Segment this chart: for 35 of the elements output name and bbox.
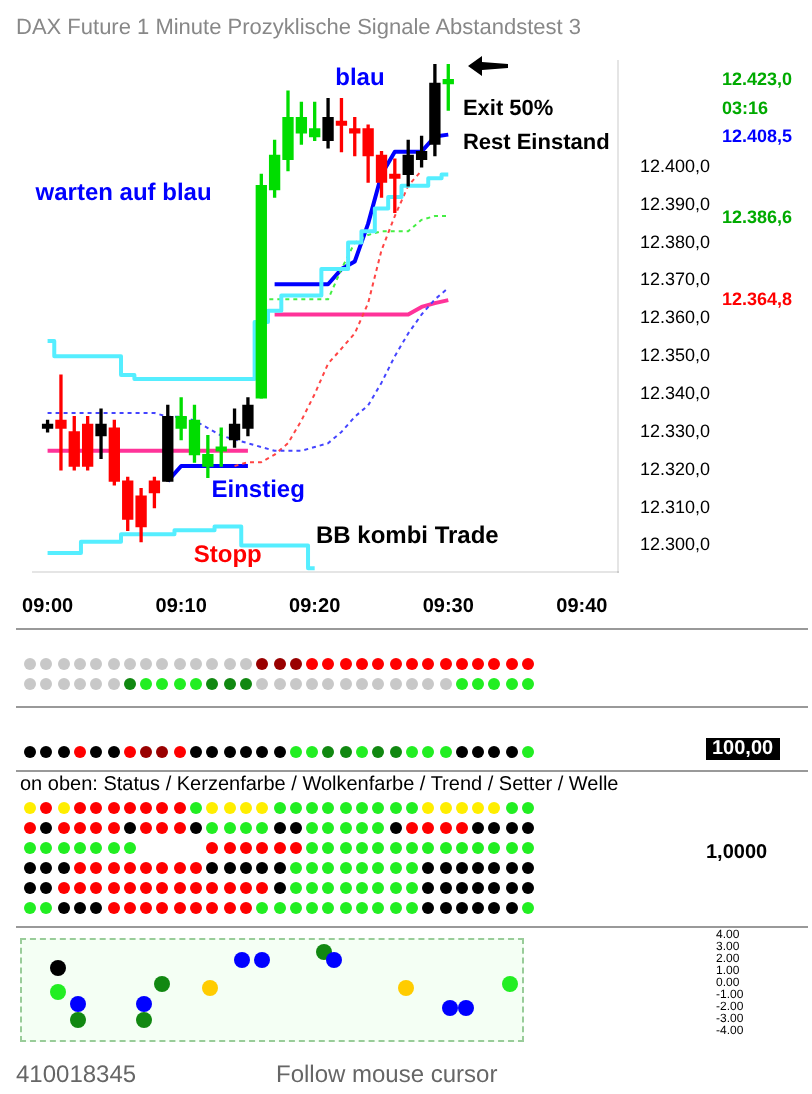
x-tick-label: 09:40 <box>556 595 609 618</box>
annotation: BB kombi Trade <box>315 520 500 549</box>
text: 100,00 <box>706 738 780 760</box>
text: 12.408,5 <box>722 126 793 147</box>
chart-subtitle: DAX Future 1 Minute Prozyklische Signale Abstandstest 3 <box>16 16 583 44</box>
annotation: Rest Einstand <box>462 130 610 155</box>
text: Follow mouse cursor <box>276 1060 498 1088</box>
y-tick-label: 12.400,0 <box>639 155 711 176</box>
y-tick-label: 12.390,0 <box>639 193 711 214</box>
annotation: Exit 50% <box>462 97 554 122</box>
annotation: blau <box>335 63 385 92</box>
y-tick-label: 12.350,0 <box>639 345 711 366</box>
line-series <box>233 169 423 467</box>
y-tick-label: 12.330,0 <box>639 420 711 441</box>
y-tick-label: 12.340,0 <box>639 383 711 403</box>
y-tick-label: 12.320,0 <box>639 458 711 479</box>
y-tick-label: 12.360,0 <box>639 307 711 328</box>
annotation: Stopp <box>193 539 262 568</box>
x-tick-label: 09:20 <box>289 595 342 618</box>
annotation: Einstieg <box>211 474 305 503</box>
y-tick-label: 12.310,0 <box>639 496 711 517</box>
text: on oben: Status / Kerzenfarbe / Wolkenfarbe / Trend / Setter / Welle <box>20 774 619 796</box>
x-tick-label: 09:10 <box>155 595 208 618</box>
y-tick-label: 12.300,0 <box>639 534 711 555</box>
text: 03:16 <box>722 98 769 119</box>
x-tick-label: 09:30 <box>422 595 475 618</box>
annotation: warten auf blau <box>33 178 212 207</box>
x-tick-label: 09:00 <box>22 595 75 618</box>
text: 12.364,8 <box>722 289 793 310</box>
y-tick-label: 12.370,0 <box>639 269 711 290</box>
text: 1,0000 <box>706 842 768 864</box>
text: 12.423,0 <box>722 68 793 89</box>
text: 410018345 <box>16 1060 137 1088</box>
text: 12.386,6 <box>722 206 793 227</box>
y-tick-label: 12.380,0 <box>639 231 711 252</box>
